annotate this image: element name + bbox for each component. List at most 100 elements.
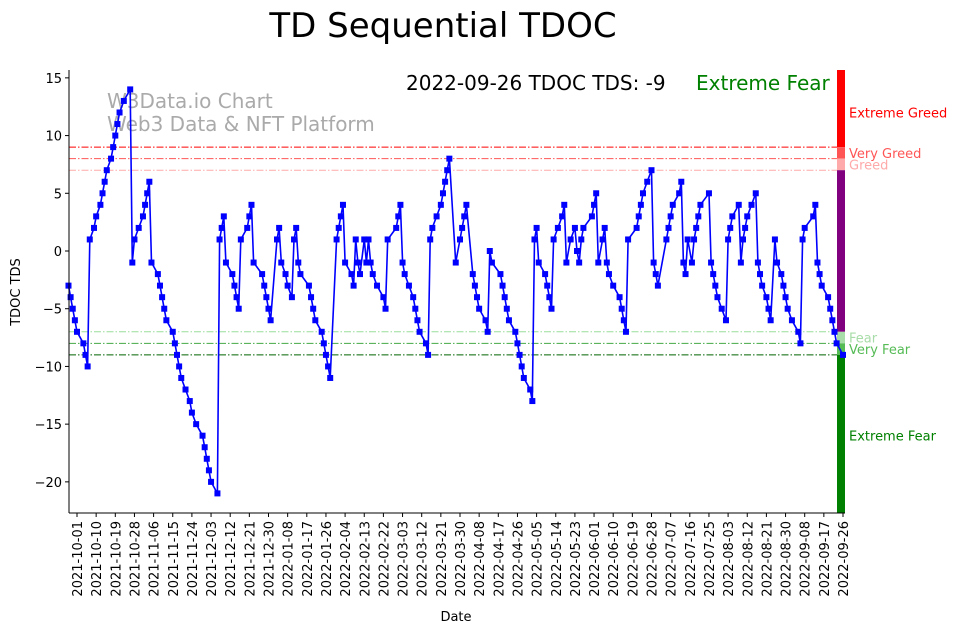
data-point [682,271,689,278]
data-point [457,236,463,243]
data-point [825,294,832,301]
x-tick-label: 2022-03-30 [454,521,469,597]
data-point [576,259,583,266]
data-point [350,282,357,289]
data-point [261,282,268,289]
data-point [620,317,627,324]
data-point [812,201,819,208]
x-tick-label: 2022-08-12 [741,521,756,597]
x-tick-label: 2022-09-17 [818,521,833,597]
data-point [154,271,161,278]
data-point [650,259,657,266]
data-point [348,271,355,278]
data-point [518,363,525,370]
data-point [318,328,325,335]
data-point [112,132,119,139]
data-point [354,259,361,266]
data-point [422,340,429,347]
data-point [139,213,146,220]
zone-bar-segment [837,343,845,355]
data-point [729,213,736,220]
data-point [678,178,685,185]
data-point [216,236,223,243]
data-point [444,167,451,174]
data-point [333,236,340,243]
data-point [546,294,553,301]
data-point [814,259,821,266]
x-tick-label: 2022-09-08 [799,521,814,597]
zone-bar-segment [837,170,845,332]
x-ticks: 2021-10-01 2021-10-10 2021-10-19 2021-10-28… [71,513,852,597]
data-point [774,259,781,266]
data-point [374,282,381,289]
data-point [797,340,804,347]
data-point [684,236,691,243]
data-point [69,305,76,312]
data-point [563,259,570,266]
y-ticks: 15 10 5 0 −5 −10 −15 −20 [35,72,69,491]
data-point [714,294,721,301]
data-point [146,178,153,185]
data-point [369,271,376,278]
data-point [159,294,166,301]
data-point [767,317,774,324]
data-point [520,374,527,381]
data-point [469,271,476,278]
data-point [705,190,712,197]
x-tick-label: 2022-07-16 [684,521,699,597]
data-point [427,236,434,243]
data-point [463,201,470,208]
data-point [476,305,483,312]
x-tick-label: 2022-08-03 [722,521,737,597]
data-point [108,155,115,162]
x-tick-label: 2021-10-28 [128,521,143,597]
data-point [114,121,121,128]
x-tick-label: 2022-04-26 [511,521,526,597]
data-point [610,282,617,289]
data-point [237,236,244,243]
x-tick-label: 2022-06-10 [607,521,622,597]
data-point [414,317,421,324]
data-point [484,328,491,335]
data-point [397,201,404,208]
data-point [284,282,291,289]
x-tick-label: 2022-08-30 [780,521,795,597]
series-line [67,86,844,497]
data-point [205,467,212,474]
data-point [425,351,432,358]
data-point [395,213,402,220]
data-point [433,213,440,220]
data-point [365,236,372,243]
x-tick-label: 2021-10-19 [109,521,124,597]
x-tick-label: 2022-03-12 [416,521,431,597]
data-point [439,190,446,197]
data-point [80,340,87,347]
data-point [482,317,489,324]
data-point [367,259,374,266]
data-point [231,282,238,289]
data-point [310,305,317,312]
data-point [588,213,595,220]
data-point [356,271,363,278]
x-tick-label: 2021-12-30 [263,521,278,597]
data-point [680,259,687,266]
data-point [382,305,389,312]
data-point [297,271,304,278]
data-point [274,236,281,243]
annotation-label: 2022-09-26 TDOC TDS: -9 [406,71,666,95]
data-point [580,224,587,231]
data-point [625,236,632,243]
data-point [595,259,602,266]
data-point [156,282,163,289]
data-point [399,259,406,266]
zone-label: Very Fear [849,343,911,358]
zone-label: Very Greed [849,147,921,162]
data-point [727,224,734,231]
data-point [616,294,623,301]
data-point [665,224,672,231]
data-point [784,305,791,312]
data-point [544,282,551,289]
data-point [229,271,236,278]
data-point [97,201,104,208]
data-point [446,155,453,162]
